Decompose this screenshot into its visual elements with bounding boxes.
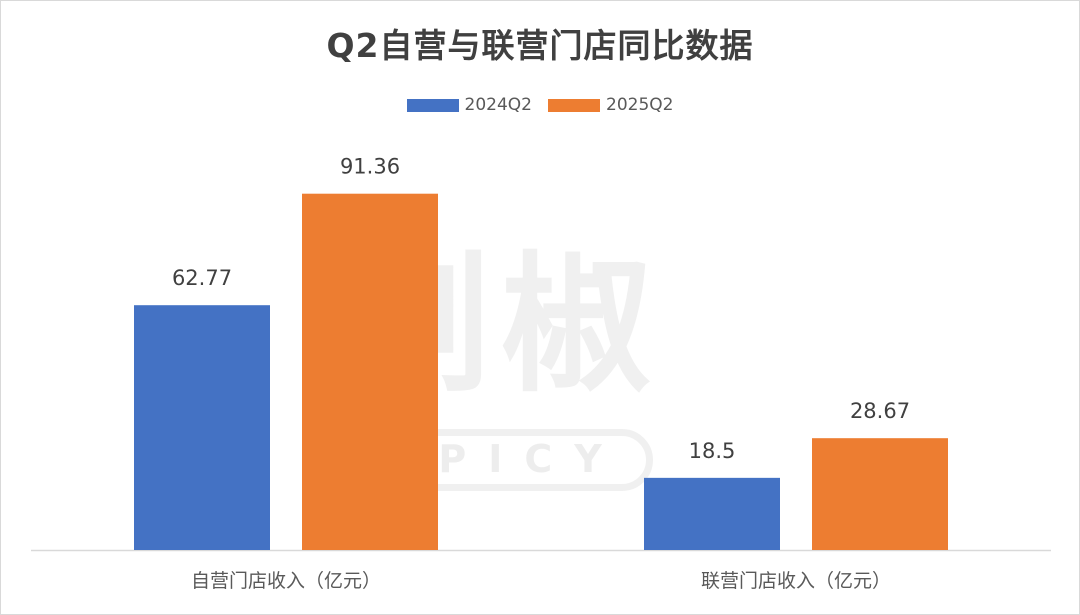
category-label-2: 联营门店收入（亿元） bbox=[701, 570, 891, 592]
legend-item-2024q2: 2024Q2 bbox=[406, 95, 532, 115]
category-label-1: 自营门店收入（亿元） bbox=[191, 570, 381, 592]
legend-label-2025q2: 2025Q2 bbox=[606, 95, 674, 115]
chart-title: Q2自营与联营门店同比数据 bbox=[326, 26, 754, 65]
legend: 2024Q2 2025Q2 bbox=[1, 95, 1079, 115]
data-label-2024q2-1: 62.77 bbox=[172, 266, 232, 290]
bar-2024q2-1 bbox=[134, 305, 270, 550]
bar-2025q2-2 bbox=[812, 438, 948, 550]
bar-2025q2-1 bbox=[302, 193, 438, 551]
data-label-2025q2-2: 28.67 bbox=[850, 399, 910, 423]
bar-2024q2-2 bbox=[644, 477, 780, 550]
data-label-2025q2-1: 91.36 bbox=[340, 155, 400, 179]
legend-swatch-2024q2 bbox=[406, 98, 459, 112]
legend-label-2024q2: 2024Q2 bbox=[464, 95, 532, 115]
legend-item-2025q2: 2025Q2 bbox=[548, 95, 673, 115]
legend-swatch-2025q2 bbox=[548, 98, 600, 112]
data-label-2024q2-2: 18.5 bbox=[689, 439, 736, 463]
